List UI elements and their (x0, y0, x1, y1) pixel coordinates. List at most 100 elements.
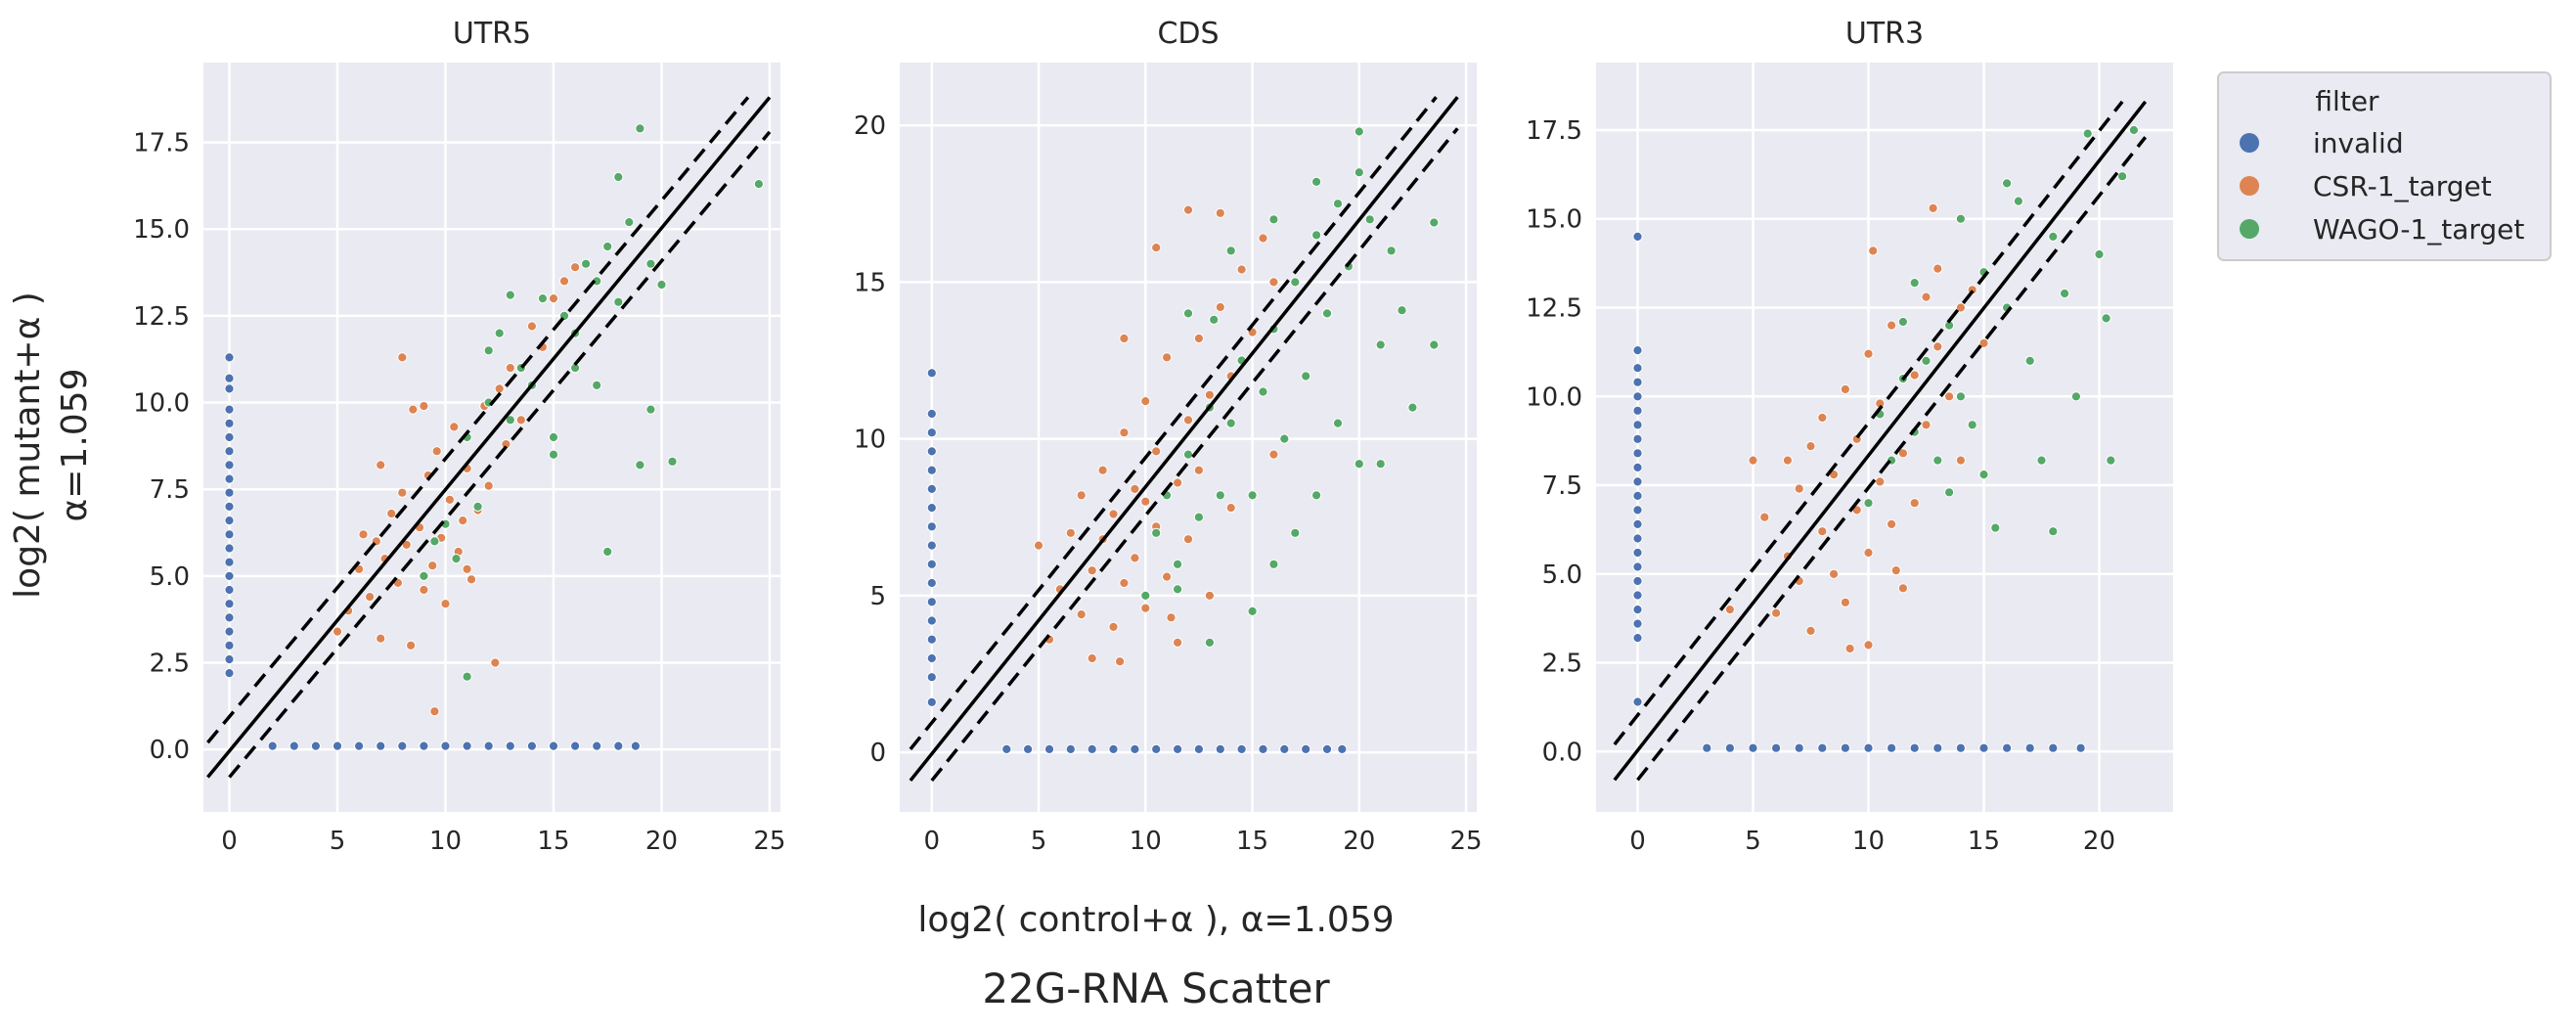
point-invalid (1632, 605, 1643, 615)
point-invalid (332, 740, 343, 751)
point-csr-1-target (1166, 612, 1177, 623)
point-csr-1-target (1119, 333, 1130, 344)
point-csr-1-target (1844, 643, 1855, 654)
point-wago-1-target (1332, 199, 1344, 209)
point-wago-1-target (2128, 124, 2139, 136)
point-invalid (1632, 433, 1643, 444)
y-tick-label: 15 (854, 268, 886, 297)
point-invalid (926, 672, 937, 683)
y-tick-label: 10 (854, 426, 886, 455)
y-axis-label-line1: log2( mutant+α ) (8, 292, 48, 599)
x-tick-label: 25 (1450, 827, 1483, 856)
point-wago-1-target (462, 671, 472, 682)
point-csr-1-target (1782, 455, 1794, 466)
point-wago-1-target (505, 415, 515, 426)
point-csr-1-target (1268, 449, 1279, 460)
point-wago-1-target (1215, 490, 1225, 501)
point-wago-1-target (645, 404, 656, 415)
point-csr-1-target (1875, 476, 1886, 487)
point-invalid (224, 668, 235, 679)
panels: 0 5 10 15 20 25 0.0 2.5 5.0 7.5 10.0 12.5 15.0 17.5 UT… (133, 17, 2173, 856)
point-invalid (1001, 743, 1012, 755)
point-invalid (224, 404, 235, 415)
point-invalid (1817, 742, 1828, 753)
point-csr-1-target (1887, 518, 1897, 530)
point-invalid (926, 446, 937, 457)
point-csr-1-target (1978, 337, 1989, 348)
point-invalid (1632, 618, 1643, 629)
point-csr-1-target (1928, 202, 1938, 213)
point-invalid (483, 740, 494, 751)
point-invalid (1632, 405, 1643, 416)
point-invalid (926, 483, 937, 494)
point-invalid (505, 740, 515, 751)
point-wago-1-target (2002, 178, 2013, 189)
point-wago-1-target (602, 546, 613, 558)
point-invalid (926, 408, 937, 420)
point-wago-1-target (2048, 526, 2059, 537)
point-csr-1-target (462, 563, 472, 574)
point-wago-1-target (1279, 433, 1290, 444)
identity-line (909, 96, 1459, 783)
point-wago-1-target (1258, 386, 1268, 397)
point-invalid (592, 740, 602, 751)
point-invalid (1632, 575, 1643, 587)
point-invalid (1044, 743, 1055, 755)
point-csr-1-target (1204, 590, 1216, 602)
point-wago-1-target (635, 460, 645, 471)
point-csr-1-target (1087, 652, 1097, 664)
x-tick-label: 10 (1852, 827, 1885, 856)
point-wago-1-target (1978, 470, 1989, 480)
point-csr-1-target (1909, 498, 1920, 509)
point-csr-1-target (444, 494, 455, 505)
point-csr-1-target (1130, 553, 1140, 563)
point-csr-1-target (376, 633, 386, 644)
point-invalid (1632, 633, 1643, 644)
point-csr-1-target (1204, 389, 1216, 400)
point-invalid (926, 597, 937, 607)
point-csr-1-target (1955, 455, 1967, 466)
point-csr-1-target (1863, 348, 1874, 359)
point-invalid (1771, 742, 1782, 753)
point-csr-1-target (1097, 465, 1108, 475)
point-invalid (1702, 742, 1712, 753)
y-tick-label: 15.0 (133, 215, 190, 245)
point-wago-1-target (1290, 527, 1301, 538)
point-csr-1-target (1130, 483, 1140, 494)
point-invalid (1193, 743, 1205, 755)
point-csr-1-target (429, 706, 440, 717)
point-wago-1-target (645, 258, 656, 269)
point-csr-1-target (1897, 583, 1909, 594)
point-invalid (1632, 231, 1643, 242)
plot-area-utr5 (203, 63, 780, 812)
point-invalid (548, 740, 559, 751)
point-invalid (1632, 518, 1643, 530)
legend-label-csr1: CSR-1_target (2313, 170, 2492, 202)
y-tick-label: 15.0 (1526, 205, 1582, 235)
point-invalid (1321, 743, 1333, 755)
point-wago-1-target (1955, 213, 1967, 224)
point-invalid (926, 368, 937, 379)
point-csr-1-target (358, 529, 369, 540)
point-csr-1-target (1890, 565, 1901, 576)
point-csr-1-target (408, 404, 419, 415)
point-invalid (1151, 743, 1162, 755)
point-csr-1-target (1193, 465, 1205, 475)
point-wago-1-target (592, 380, 602, 390)
point-wago-1-target (1209, 314, 1220, 325)
point-wago-1-target (1944, 487, 1955, 498)
x-tick-label: 20 (1343, 827, 1375, 856)
point-csr-1-target (1225, 503, 1236, 514)
point-wago-1-target (1407, 402, 1418, 413)
point-invalid (1632, 345, 1643, 356)
point-invalid (224, 373, 235, 383)
point-wago-1-target (635, 123, 645, 134)
point-invalid (224, 640, 235, 651)
point-wago-1-target (1268, 214, 1279, 225)
point-wago-1-target (505, 290, 515, 300)
point-invalid (1748, 742, 1758, 753)
point-wago-1-target (419, 570, 429, 582)
point-csr-1-target (1162, 571, 1173, 582)
y-tick-label: 7.5 (1542, 471, 1582, 501)
point-csr-1-target (1748, 455, 1758, 466)
